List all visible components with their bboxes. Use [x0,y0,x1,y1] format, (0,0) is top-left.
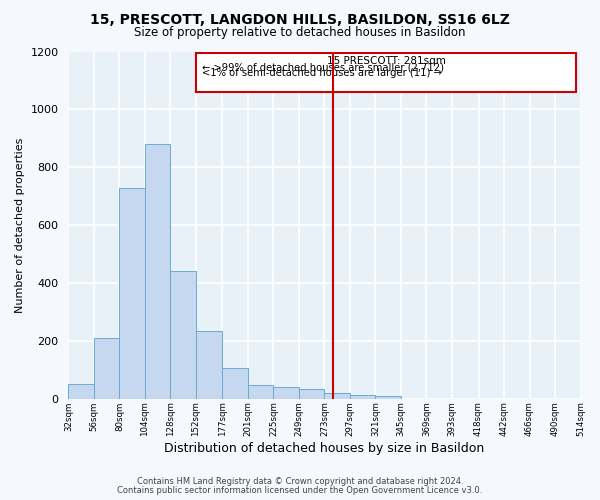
Text: ← >99% of detached houses are smaller (2,712): ← >99% of detached houses are smaller (2… [202,62,444,72]
Bar [223,368,248,399]
Y-axis label: Number of detached properties: Number of detached properties [15,138,25,313]
Bar [68,384,94,399]
Bar [119,188,145,399]
Bar [299,388,325,399]
Text: Size of property relative to detached houses in Basildon: Size of property relative to detached ho… [134,26,466,39]
Bar [325,393,350,399]
Text: 15, PRESCOTT, LANGDON HILLS, BASILDON, SS16 6LZ: 15, PRESCOTT, LANGDON HILLS, BASILDON, S… [90,12,510,26]
Bar [170,272,196,399]
Bar [145,144,170,399]
Bar [196,331,223,399]
Bar [350,395,376,399]
Bar [274,386,299,399]
Text: 15 PRESCOTT: 281sqm: 15 PRESCOTT: 281sqm [326,56,446,66]
Bar [248,385,274,399]
Text: Contains public sector information licensed under the Open Government Licence v3: Contains public sector information licen… [118,486,482,495]
X-axis label: Distribution of detached houses by size in Basildon: Distribution of detached houses by size … [164,442,485,455]
Bar [94,338,119,399]
Bar [196,53,576,92]
Text: <1% of semi-detached houses are larger (11) →: <1% of semi-detached houses are larger (… [202,68,442,78]
Text: Contains HM Land Registry data © Crown copyright and database right 2024.: Contains HM Land Registry data © Crown c… [137,477,463,486]
Bar [376,396,401,399]
